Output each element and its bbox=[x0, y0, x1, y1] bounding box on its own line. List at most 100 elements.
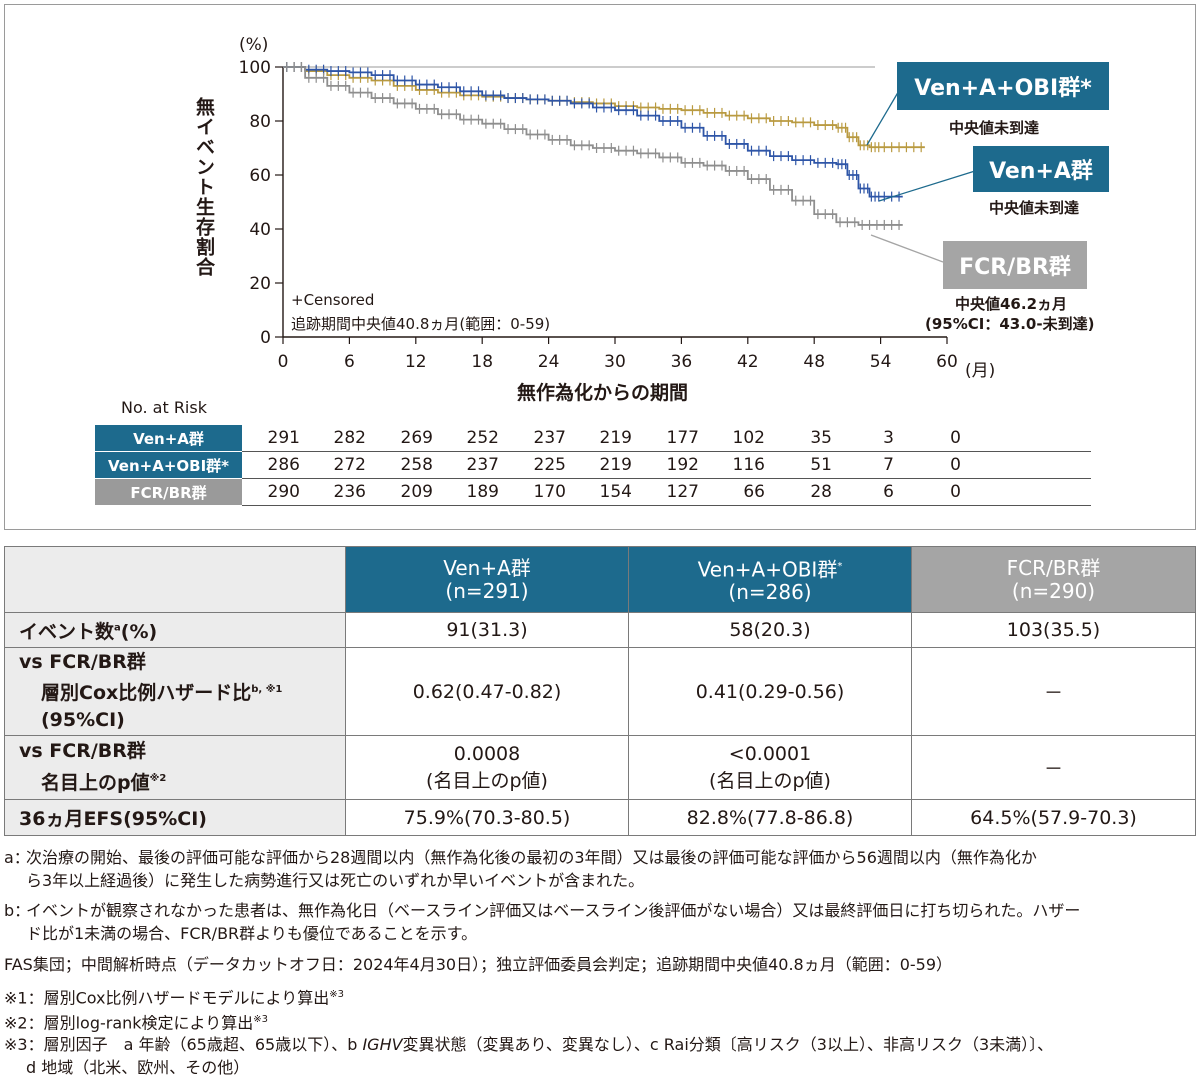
risk-cell: 116 bbox=[699, 451, 765, 479]
results-table: Ven+A群 (n=291) Ven+A+OBI群* (n=286) FCR/BR群… bbox=[4, 546, 1196, 836]
header-ven-a-obi: Ven+A+OBI群* (n=286) bbox=[628, 546, 912, 613]
series-line bbox=[283, 66, 925, 149]
legend-fcr-br: FCR/BR群 bbox=[943, 241, 1087, 289]
footnote-text: ※2：層別log-rank検定により算出 bbox=[4, 1013, 254, 1033]
risk-cell: 236 bbox=[300, 478, 366, 506]
header-n: (n=286) bbox=[728, 580, 812, 605]
cell: 103(35.5) bbox=[911, 612, 1196, 648]
row-label-text: vs FCR/BR群 bbox=[19, 650, 146, 673]
chart-panel: 0 20 40 60 80 100 0 6 12 18 24 30 36 42 48 54 60 (%) 無イベ… bbox=[4, 4, 1196, 530]
median-ven-a: 中央値未到達 bbox=[989, 199, 1080, 217]
risk-cell: 0 bbox=[894, 425, 961, 452]
x-tick-label: 42 bbox=[737, 352, 759, 372]
header-name: Ven+A+OBI群 bbox=[697, 557, 838, 582]
footnote-key: a： bbox=[4, 848, 30, 867]
footnote-a: a：次治療の開始、最後の評価可能な評価から28週間以内（無作為化後の最初の3年間… bbox=[4, 846, 1196, 892]
risk-cell: 102 bbox=[699, 425, 765, 452]
risk-cell: 258 bbox=[366, 451, 433, 479]
cell: － bbox=[911, 735, 1196, 800]
legend-ven-a-obi: Ven+A+OBI群* bbox=[897, 62, 1109, 110]
cell: 58(20.3) bbox=[628, 612, 912, 648]
series-line bbox=[283, 66, 903, 226]
row-label: 36ヵ月EFS(95%CI) bbox=[4, 799, 346, 836]
x-tick-label: 24 bbox=[538, 352, 560, 372]
risk-cell: 28 bbox=[765, 478, 832, 506]
x-tick-label: 48 bbox=[803, 352, 825, 372]
risk-cell: 237 bbox=[499, 425, 566, 452]
results-corner bbox=[4, 546, 346, 613]
y-tick-label: 100 bbox=[239, 58, 271, 78]
cell: 91(31.3) bbox=[345, 612, 629, 648]
risk-row-label: FCR/BR群 bbox=[95, 478, 242, 506]
x-tick-label: 0 bbox=[278, 352, 289, 372]
censored-note: +Censored bbox=[291, 291, 375, 309]
y-tick-label: 60 bbox=[249, 166, 271, 186]
y-tick-label: 0 bbox=[260, 328, 271, 348]
header-fcr-br: FCR/BR群 (n=290) bbox=[911, 546, 1196, 613]
ci-fcr-br: (95%CI：43.0-未到達) bbox=[925, 315, 1095, 333]
risk-cell: 177 bbox=[632, 425, 699, 452]
y-unit: (%) bbox=[239, 35, 269, 55]
header-n: (n=291) bbox=[445, 578, 529, 603]
cell: 0.41(0.29-0.56) bbox=[628, 647, 912, 736]
row-label: vs FCR/BR群 名目上のp値※2 bbox=[4, 735, 346, 800]
row-label: vs FCR/BR群 層別Cox比例ハザード比b, ※1 (95%CI) bbox=[4, 647, 346, 736]
header-n: (n=290) bbox=[1011, 578, 1096, 603]
cell-sub: (名目上のp値) bbox=[426, 769, 548, 792]
cell-sub: (名目上のp値) bbox=[709, 769, 831, 792]
footnote-n3: ※3：層別因子 a 年齢（65歳超、65歳以下）、b IGHV変異状態（変異あり… bbox=[4, 1033, 1196, 1079]
x-unit: (月) bbox=[965, 361, 996, 381]
risk-cell: 282 bbox=[300, 425, 366, 452]
footnote-key: b： bbox=[4, 901, 31, 920]
row-label-sub: 名目上のp値 bbox=[41, 771, 150, 794]
footnote-text: ※1：層別Cox比例ハザードモデルにより算出 bbox=[4, 988, 330, 1008]
risk-cell: 237 bbox=[433, 451, 499, 479]
risk-cell: 291 bbox=[242, 425, 300, 452]
risk-cell: 269 bbox=[366, 425, 433, 452]
risk-row-label: Ven+A群 bbox=[95, 425, 242, 452]
x-tick-label: 12 bbox=[405, 352, 427, 372]
leader-fcr-br bbox=[870, 234, 944, 263]
footnote-text: d 地域（北米、欧州、その他） bbox=[26, 1058, 250, 1077]
risk-cell: 0 bbox=[894, 451, 961, 479]
risk-row: Ven+A+OBI群* 286 272 258 237 225 219 192 … bbox=[95, 451, 1091, 479]
risk-cell: 127 bbox=[632, 478, 699, 506]
y-tick-label: 20 bbox=[249, 274, 271, 294]
risk-row-label: Ven+A+OBI群* bbox=[95, 451, 242, 479]
x-tick-label: 30 bbox=[604, 352, 626, 372]
followup-note: 追跡期間中央値40.8ヵ月(範囲：0-59) bbox=[291, 315, 551, 333]
leader-ven-a-obi bbox=[866, 88, 901, 146]
footnote-text: 次治療の開始、最後の評価可能な評価から28週間以内（無作為化後の最初の3年間）又… bbox=[26, 848, 1037, 867]
footnote-text: 変異状態（変異あり、変異なし）、c Rai分類〔高リスク（3以上）、非高リスク（… bbox=[402, 1035, 1054, 1054]
header-name: Ven+A群 bbox=[443, 555, 531, 580]
cell: 0.0008 (名目上のp値) bbox=[345, 735, 629, 800]
row-label-sub2: (95%CI) bbox=[41, 709, 125, 732]
row-label: イベント数a(%) bbox=[4, 612, 346, 648]
cell-value: 0.0008 bbox=[453, 742, 521, 765]
risk-row: Ven+A群 291 282 269 252 237 219 177 102 3… bbox=[95, 425, 1091, 452]
risk-row: FCR/BR群 290 236 209 189 170 154 127 66 2… bbox=[95, 478, 1091, 506]
risk-cell: 3 bbox=[832, 425, 894, 452]
header-ven-a: Ven+A群 (n=291) bbox=[345, 546, 629, 613]
cell-value: <0.0001 bbox=[728, 742, 812, 765]
leader-ven-a bbox=[878, 170, 976, 202]
results-header-row: Ven+A群 (n=291) Ven+A+OBI群* (n=286) FCR/BR群… bbox=[4, 546, 1196, 613]
risk-cell: 219 bbox=[566, 425, 632, 452]
risk-cell: 6 bbox=[832, 478, 894, 506]
row-label-sup: ※2 bbox=[149, 773, 167, 785]
x-tick-label: 6 bbox=[344, 352, 355, 372]
risk-cell: 66 bbox=[699, 478, 765, 506]
legend-ven-a: Ven+A群 bbox=[973, 146, 1109, 192]
risk-cell: 209 bbox=[366, 478, 433, 506]
y-tick-label: 80 bbox=[249, 112, 271, 132]
risk-cell: 189 bbox=[433, 478, 499, 506]
risk-title: No. at Risk bbox=[121, 398, 207, 417]
footnote-sup: ※3 bbox=[253, 1014, 268, 1025]
risk-table: Ven+A群 291 282 269 252 237 219 177 102 3… bbox=[95, 425, 1091, 506]
series-line bbox=[283, 66, 903, 198]
cell: <0.0001 (名目上のp値) bbox=[628, 735, 912, 800]
risk-cell: 51 bbox=[765, 451, 832, 479]
footnote-n2: ※2：層別log-rank検定により算出※3 bbox=[4, 1008, 1196, 1034]
median-ven-a-obi: 中央値未到達 bbox=[949, 119, 1040, 137]
risk-cell: 154 bbox=[566, 478, 632, 506]
